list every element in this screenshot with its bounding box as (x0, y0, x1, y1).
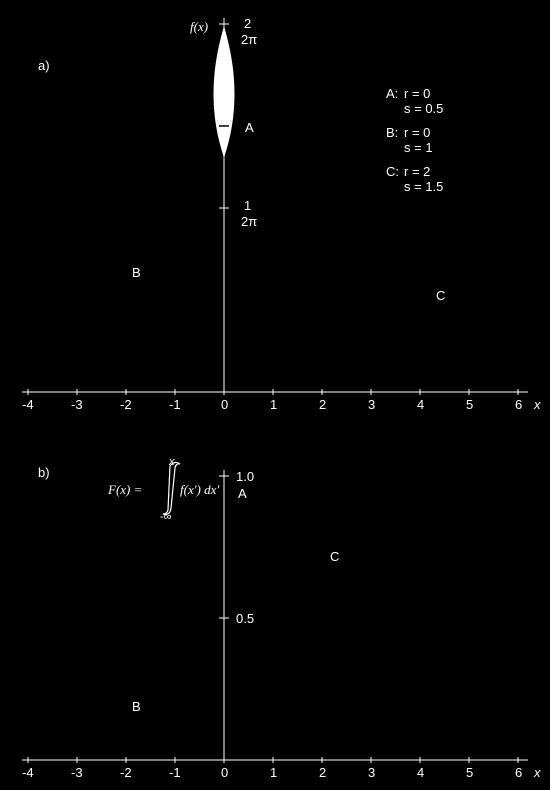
integral-bot: -∞ (160, 512, 172, 523)
xb-tick-3: 3 (368, 766, 375, 779)
legend-b-letter: B: (386, 126, 398, 139)
xa-tick--2: -2 (120, 398, 132, 411)
xb-tick--3: -3 (71, 766, 83, 779)
xb-tick-0: 0 (221, 766, 228, 779)
legend-c-bot: s = 1.5 (404, 180, 443, 193)
panel-b-label: b) (38, 466, 50, 479)
xa-tick-4: 4 (417, 398, 424, 411)
panel-a-ymid-num: 1 (244, 199, 251, 212)
legend-b-bot: s = 1 (404, 141, 433, 154)
panel-a-ytop-num: 2 (244, 17, 251, 30)
xa-tick-2: 2 (319, 398, 326, 411)
legend-a-bot: s = 0.5 (404, 102, 443, 115)
xb-tick-4: 4 (417, 766, 424, 779)
xa-tick-5: 5 (466, 398, 473, 411)
xb-tick-1: 1 (270, 766, 277, 779)
legend-a-letter: A: (386, 87, 398, 100)
panel-a-yaxis-label: f(x) (190, 20, 208, 33)
xa-tick-0: 0 (221, 398, 228, 411)
xb-tick--2: -2 (120, 766, 132, 779)
panel-b-xaxis-label: x (534, 766, 541, 779)
panel-a-ytop-den: 2π (241, 33, 257, 46)
panel-b-curve-a-label: A (238, 487, 247, 500)
integral-symbol-icon (163, 462, 180, 514)
xa-tick-3: 3 (368, 398, 375, 411)
legend-c-letter: C: (386, 165, 399, 178)
xa-tick--1: -1 (169, 398, 181, 411)
xb-tick-6: 6 (515, 766, 522, 779)
xb-tick--1: -1 (169, 766, 181, 779)
xa-tick--4: -4 (22, 398, 34, 411)
curve-c-label: C (436, 289, 445, 302)
xb-tick-2: 2 (319, 766, 326, 779)
panel-b-curve-b-label: B (132, 700, 141, 713)
plot-svg (0, 0, 550, 790)
panel-b-formula-left: F(x) = (108, 483, 142, 496)
xb-tick-5: 5 (466, 766, 473, 779)
legend-c-top: r = 2 (404, 165, 430, 178)
curve-a-label: A (245, 121, 254, 134)
panel-b-ytick-05-label: 0.5 (236, 612, 254, 625)
legend-a-top: r = 0 (404, 87, 430, 100)
curve-a-shape (214, 28, 234, 156)
legend-b-top: r = 0 (404, 126, 430, 139)
xa-tick-1: 1 (270, 398, 277, 411)
figure-canvas: a) (0, 0, 550, 790)
xa-tick--3: -3 (71, 398, 83, 411)
xa-tick-6: 6 (515, 398, 522, 411)
panel-a-xaxis-label: x (534, 398, 541, 411)
integral-top: x (169, 457, 175, 468)
panel-a-ymid-den: 2π (241, 215, 257, 228)
curve-b-label: B (132, 266, 141, 279)
panel-b-formula-right: f(x') dx' (180, 483, 219, 496)
panel-b-ytick-1-label: 1.0 (236, 470, 254, 483)
xb-tick--4: -4 (22, 766, 34, 779)
panel-b-curve-c-label: C (330, 550, 339, 563)
